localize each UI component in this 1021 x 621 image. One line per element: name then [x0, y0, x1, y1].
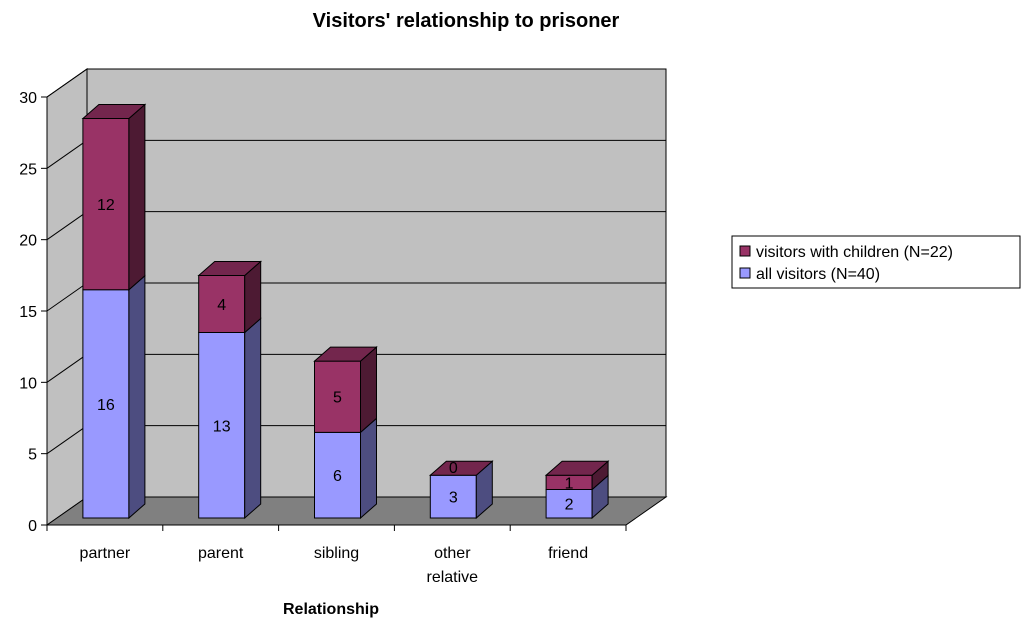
- y-tick-label: 25: [19, 161, 37, 178]
- x-tick-label: partner: [80, 545, 131, 562]
- bar-side: [244, 317, 262, 520]
- gridline-side: [46, 139, 88, 169]
- data-label: 13: [213, 418, 231, 435]
- gridline-side: [46, 282, 88, 312]
- y-tick-label: 10: [19, 375, 37, 392]
- chart-title: Visitors' relationship to prisoner: [313, 10, 620, 32]
- gridline-side: [46, 211, 88, 241]
- gridline-side: [46, 353, 88, 383]
- x-tick-label: parent: [198, 545, 244, 562]
- legend: visitors with children (N=22) all visito…: [731, 235, 1021, 289]
- bar-side: [360, 345, 377, 434]
- bar-top: [428, 460, 494, 476]
- x-tick-label: friend: [548, 545, 588, 562]
- data-label: 0: [449, 460, 458, 477]
- x-tick-label: sibling: [314, 545, 359, 562]
- data-label: 1: [565, 475, 574, 492]
- bar-top: [313, 346, 378, 362]
- plot-area: 0510152025301612partner134parent65siblin…: [19, 68, 668, 586]
- gridline-side: [46, 68, 88, 98]
- y-tick-label: 15: [19, 304, 37, 321]
- data-label: 16: [97, 397, 115, 414]
- bar-top: [81, 104, 147, 120]
- legend-swatch-children: [739, 245, 751, 257]
- bar-side: [128, 103, 146, 291]
- bar-top: [544, 460, 610, 476]
- x-axis-title: Relationship: [283, 601, 379, 618]
- x-tick-label: relative: [427, 569, 479, 586]
- data-label: 4: [217, 297, 226, 314]
- data-label: 5: [333, 390, 342, 407]
- bar-side: [128, 274, 146, 520]
- y-tick-label: 20: [19, 233, 37, 250]
- legend-swatch-all: [739, 267, 751, 279]
- data-label: 2: [565, 497, 574, 514]
- data-label: 12: [97, 197, 115, 214]
- y-tick-label: 30: [19, 90, 37, 107]
- y-tick-label: 0: [28, 518, 37, 535]
- data-label: 6: [333, 468, 342, 485]
- x-tick-label: other: [434, 545, 471, 562]
- data-label: 3: [449, 490, 458, 507]
- legend-label-children: visitors with children (N=22): [756, 244, 953, 261]
- legend-label-all: all visitors (N=40): [756, 266, 880, 283]
- bar-side: [360, 417, 377, 520]
- legend-box: [731, 235, 1021, 289]
- bar-top: [197, 260, 263, 276]
- gridline-side: [46, 425, 88, 455]
- y-tick-label: 5: [28, 447, 37, 464]
